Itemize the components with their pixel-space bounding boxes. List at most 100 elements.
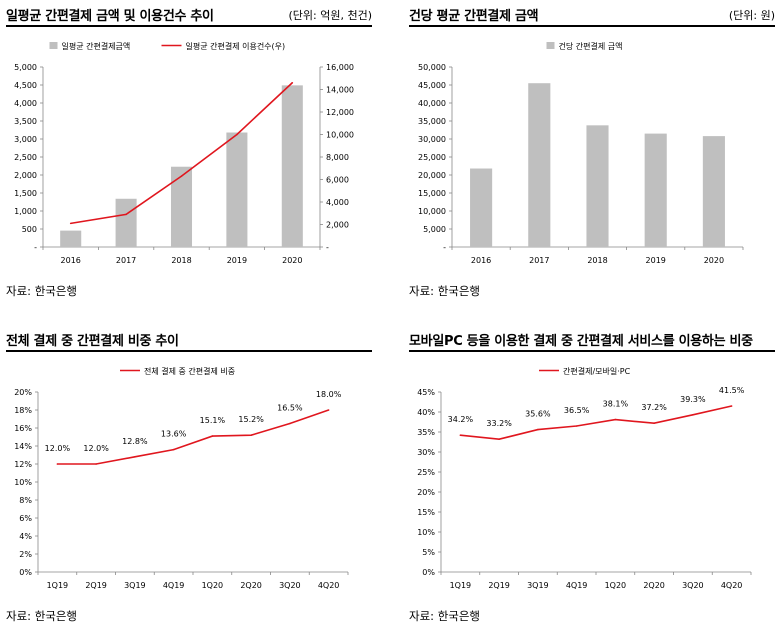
- bar: [226, 132, 248, 247]
- y-tick-label: 5,000: [14, 63, 37, 72]
- title-rule: [409, 350, 775, 352]
- bar: [281, 85, 303, 247]
- data-label: 16.5%: [277, 404, 303, 413]
- y-tick-label: 30%: [417, 448, 435, 457]
- chart-avg-amount: - 5,000 10,000 15,000 20,000 25,000 30,000 35,0…: [418, 41, 744, 265]
- x-tick-label: 2020: [704, 256, 724, 265]
- title-rule: [6, 350, 372, 352]
- x-tick-label: 2019: [227, 256, 247, 265]
- bar: [470, 168, 493, 247]
- line-point: [291, 81, 294, 84]
- legend-label: 일평균 간편결제 이용건수(우): [186, 41, 286, 51]
- x-tick-label: 2Q20: [240, 581, 262, 590]
- x-tick-label: 2016: [471, 256, 491, 265]
- y-tick-label: 1,000: [14, 207, 37, 216]
- y2-tick-label: 14,000: [326, 86, 354, 95]
- y2-tick-label: 8,000: [326, 153, 349, 162]
- data-label: 34.2%: [448, 415, 474, 424]
- x-tick-label: 2018: [171, 256, 191, 265]
- y-tick-label: 10%: [14, 478, 32, 487]
- line-point: [614, 418, 617, 421]
- y-tick-label: 20%: [14, 388, 32, 397]
- x-tick-label: 3Q20: [682, 581, 704, 590]
- data-label: 12.8%: [122, 437, 148, 446]
- y-tick-label: 16%: [14, 424, 32, 433]
- y-tick-label: 25%: [417, 468, 435, 477]
- data-label: 41.5%: [719, 386, 745, 395]
- y-tick-label: 40%: [417, 408, 435, 417]
- y-tick-label: 18%: [14, 406, 32, 415]
- y-tick-label: 20%: [417, 488, 435, 497]
- line-point: [498, 438, 500, 440]
- y-tick-label: 5,000: [423, 225, 446, 234]
- x-tick-label: 2018: [587, 256, 607, 265]
- line-point: [289, 422, 291, 425]
- y-tick-label: 8%: [19, 496, 32, 505]
- x-tick-label: 4Q19: [566, 581, 588, 590]
- x-tick-label: 1Q19: [450, 581, 472, 590]
- y-tick-label: 45%: [417, 388, 435, 397]
- y2-tick-label: 16,000: [326, 63, 354, 72]
- data-label: 12.0%: [45, 444, 71, 453]
- bar: [528, 83, 551, 247]
- legend-label: 전체 결제 중 간편결제 비중: [144, 366, 235, 376]
- y-tick-label: 12%: [14, 460, 32, 469]
- line-point: [172, 448, 175, 451]
- source-note: 자료: 한국은행: [6, 609, 78, 623]
- line-point: [250, 434, 252, 436]
- x-tick-label: 3Q20: [279, 581, 301, 590]
- x-tick-label: 2017: [529, 256, 549, 265]
- y2-tick-label: 12,000: [326, 108, 354, 117]
- chart-unit: (단위: 원): [728, 9, 775, 22]
- line-point: [236, 133, 238, 136]
- line-point: [125, 213, 127, 216]
- chart-title: 일평균 간편결제 금액 및 이용건수 추이: [6, 9, 214, 24]
- line-point: [211, 435, 214, 437]
- line-point: [95, 463, 97, 465]
- chart-share-total: 0% 2% 4% 6% 8% 10% 12% 14% 16% 18% 20% 1Q19 2Q19 3Q19…: [14, 366, 349, 590]
- y-tick-label: 14%: [14, 442, 32, 451]
- y-tick-label: 500: [22, 225, 37, 234]
- x-tick-label: 2016: [61, 256, 81, 265]
- bar: [586, 125, 609, 247]
- line-point: [575, 425, 578, 427]
- y2-tick-label: 10,000: [326, 131, 354, 140]
- y2-tick-label: -: [326, 243, 329, 252]
- y-tick-label: 3,500: [14, 117, 37, 126]
- y-tick-label: 0%: [19, 568, 32, 577]
- line-point: [459, 434, 462, 436]
- data-label: 38.1%: [603, 400, 629, 409]
- title-rule: [6, 25, 372, 27]
- line-point: [56, 463, 59, 465]
- x-tick-label: 1Q19: [47, 581, 69, 590]
- y-tick-label: 10%: [417, 528, 435, 537]
- y-tick-label: 4%: [19, 532, 32, 541]
- chart-title: 전체 결제 중 간편결제 비중 추이: [6, 334, 179, 349]
- data-label: 12.0%: [83, 444, 109, 453]
- y-tick-label: 4,000: [14, 99, 37, 108]
- y-tick-label: 20,000: [418, 171, 446, 180]
- series-line: [57, 409, 329, 465]
- x-tick-label: 2019: [646, 256, 666, 265]
- y-tick-label: -: [34, 243, 37, 252]
- y-tick-label: 45,000: [418, 81, 446, 90]
- y-tick-label: 4,500: [14, 81, 37, 90]
- y-tick-label: -: [443, 243, 446, 252]
- y2-tick-label: 4,000: [326, 198, 349, 207]
- bar: [115, 198, 137, 247]
- line-point: [327, 409, 330, 411]
- x-tick-label: 4Q19: [163, 581, 185, 590]
- line-point: [69, 222, 72, 225]
- y-tick-label: 25,000: [418, 153, 446, 162]
- x-tick-label: 4Q20: [721, 581, 743, 590]
- y-tick-label: 0%: [422, 568, 435, 577]
- legend-swatch: [546, 42, 555, 49]
- bar: [644, 133, 667, 247]
- line-point: [537, 428, 539, 431]
- x-tick-label: 1Q20: [202, 581, 224, 590]
- x-tick-label: 2Q20: [643, 581, 665, 590]
- line-point: [180, 175, 183, 177]
- y-tick-label: 10,000: [418, 207, 446, 216]
- y-tick-label: 50,000: [418, 63, 446, 72]
- chart-title: 모바일PC 등을 이용한 결제 중 간편결제 서비스를 이용하는 비중: [409, 334, 753, 349]
